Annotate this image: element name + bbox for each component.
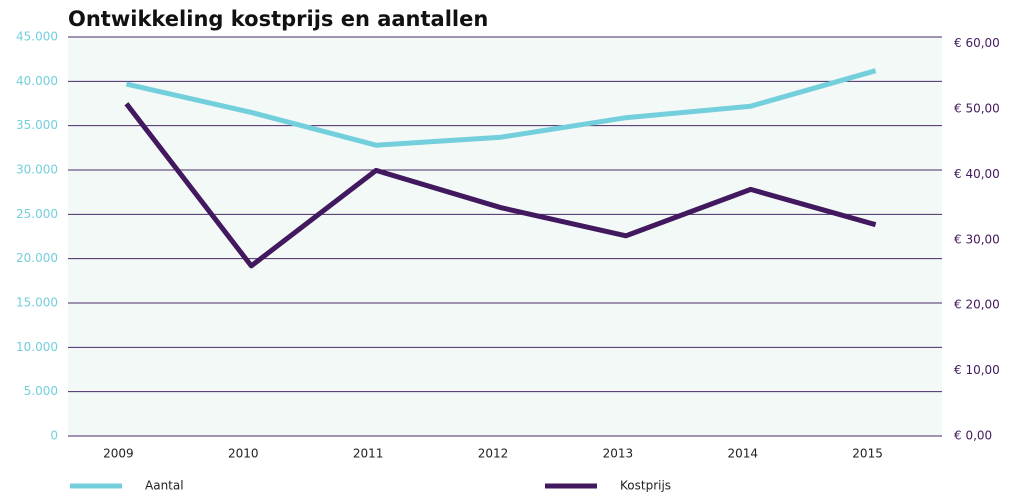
y-tick-label: 30.000	[16, 163, 58, 177]
x-tick-label: 2014	[727, 447, 758, 461]
legend-label: Kostprijs	[620, 479, 671, 493]
y2-tick-label: € 50,00	[954, 101, 1000, 115]
y2-tick-label: € 0,00	[954, 429, 992, 443]
y-tick-label: 10.000	[16, 340, 58, 354]
y-tick-label: 45.000	[16, 30, 58, 44]
x-tick-label: 2013	[603, 447, 634, 461]
y2-tick-label: € 60,00	[954, 36, 1000, 50]
plot-area	[68, 37, 942, 436]
y-tick-label: 40.000	[16, 74, 58, 88]
chart-title: Ontwikkeling kostprijs en aantallen	[68, 7, 488, 31]
series-line	[124, 102, 877, 269]
y2-tick-label: € 10,00	[954, 363, 1000, 377]
y2-tick-label: € 40,00	[954, 167, 1000, 181]
x-tick-label: 2015	[852, 447, 883, 461]
y-tick-label: 15.000	[16, 296, 58, 310]
legend-label: Aantal	[145, 479, 184, 493]
y-tick-label: 5.000	[24, 384, 58, 398]
y-tick-label: 35.000	[16, 118, 58, 132]
x-tick-label: 2011	[353, 447, 384, 461]
x-tick-label: 2010	[228, 447, 259, 461]
y2-tick-label: € 20,00	[954, 298, 1000, 312]
y-tick-label: 0	[50, 429, 58, 443]
y-tick-label: 20.000	[16, 251, 58, 265]
x-tick-label: 2012	[478, 447, 509, 461]
series-line	[125, 68, 877, 148]
x-tick-label: 2009	[103, 447, 134, 461]
y2-tick-label: € 30,00	[954, 232, 1000, 246]
y-tick-label: 25.000	[16, 207, 58, 221]
